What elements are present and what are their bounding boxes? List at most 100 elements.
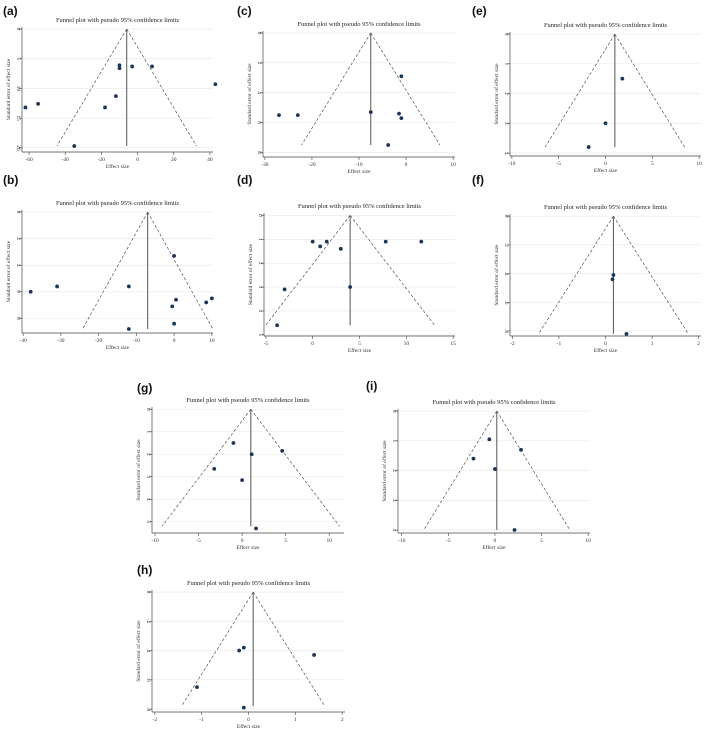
- y-tick-label: .8: [145, 707, 151, 711]
- panel-label: (g): [137, 381, 152, 395]
- lower-confidence-limit: [423, 410, 498, 531]
- x-tick-label: 0: [311, 341, 314, 347]
- study-point: [240, 478, 245, 483]
- x-tick-label: 10: [209, 338, 215, 344]
- y-tick-label: 0: [15, 28, 21, 31]
- y-tick-label: .8: [503, 329, 509, 333]
- study-point: [150, 64, 154, 69]
- study-point: [241, 645, 246, 650]
- x-tick-label: 0: [173, 338, 176, 344]
- study-point: [471, 456, 476, 461]
- chart-title: Funnel plot with pseudo 95% confidence l…: [187, 580, 311, 587]
- study-point: [36, 101, 40, 106]
- study-point: [23, 105, 28, 110]
- y-axis-label: Standard error of effect size: [246, 63, 253, 125]
- y-tick-label: 3: [145, 475, 151, 478]
- x-tick-label: 2: [697, 341, 700, 347]
- study-point: [419, 239, 424, 244]
- x-tick-label: 0: [136, 157, 139, 163]
- study-point: [195, 685, 199, 690]
- panel-e: (e) Funnel plot with pseudo 95% confidenc…: [472, 4, 702, 174]
- study-point: [603, 121, 608, 126]
- panel-g: (g) Funnel plot with pseudo 95% confidenc…: [135, 381, 344, 551]
- study-point: [620, 76, 625, 81]
- x-tick-label: -30: [57, 338, 65, 344]
- x-tick-label: -40: [19, 338, 27, 344]
- x-tick-label: -20: [308, 162, 316, 168]
- study-point: [282, 287, 287, 292]
- study-point: [624, 331, 629, 336]
- chart-title: Funnel plot with pseudo 95% confidence l…: [298, 203, 422, 210]
- study-point: [170, 304, 175, 309]
- study-point: [318, 244, 323, 249]
- y-tick-label: 6: [256, 121, 262, 124]
- x-tick-label: -20: [98, 157, 106, 163]
- y-axis-label: Standard error of effect size: [135, 620, 142, 682]
- y-tick-label: 0: [256, 32, 262, 35]
- x-axis-label: Effect size: [482, 544, 506, 551]
- x-tick-label: -5: [556, 161, 561, 167]
- panel-i: (i) Funnel plot with pseudo 95% confidenc…: [366, 379, 591, 551]
- study-point: [174, 297, 178, 302]
- study-point: [249, 452, 254, 457]
- y-tick-label: .2: [145, 619, 151, 623]
- study-point: [399, 116, 404, 121]
- panel-label: (d): [237, 173, 252, 187]
- study-point: [209, 296, 214, 301]
- panel-d: (d) Funnel plot with pseudo 95% confidenc…: [237, 173, 456, 354]
- x-tick-label: 15: [450, 341, 456, 347]
- study-point: [586, 145, 591, 149]
- y-axis-label: Standard error of effect size: [5, 58, 12, 120]
- y-tick-label: .4: [503, 272, 509, 276]
- panel-c: (c) Funnel plot with pseudo 95% confidenc…: [237, 4, 456, 175]
- y-tick-label: 6: [15, 290, 21, 293]
- x-tick-label: -5: [446, 538, 451, 544]
- x-tick-label: -10: [355, 162, 363, 168]
- study-point: [519, 447, 523, 452]
- y-tick-label: 0: [257, 214, 263, 217]
- study-point: [610, 277, 615, 282]
- x-tick-label: 0: [604, 341, 607, 347]
- study-point: [212, 466, 217, 471]
- study-point: [172, 253, 177, 258]
- study-point: [383, 239, 388, 244]
- x-axis-label: Effect size: [347, 168, 371, 175]
- study-point: [117, 66, 122, 71]
- study-point: [310, 239, 315, 244]
- y-tick-label: 10: [15, 86, 21, 92]
- x-tick-label: -2: [510, 341, 515, 347]
- study-point: [611, 273, 616, 277]
- y-tick-label: .4: [145, 648, 151, 652]
- y-tick-label: .6: [503, 300, 509, 304]
- chart-title: Funnel plot with pseudo 95% confidence l…: [432, 399, 556, 406]
- study-point: [280, 448, 285, 453]
- lower-confidence-limit: [538, 215, 614, 335]
- x-tick-label: -20: [95, 338, 103, 344]
- study-point: [126, 327, 131, 331]
- chart-title: Funnel plot with pseudo 95% confidence l…: [544, 204, 668, 211]
- y-tick-label: 5: [145, 520, 151, 523]
- x-tick-label: -10: [151, 538, 159, 544]
- x-tick-label: -10: [133, 338, 141, 344]
- y-tick-label: 5: [15, 57, 21, 60]
- panel-a: (a) Funnel plot with pseudo 95% confidenc…: [3, 4, 218, 170]
- study-point: [117, 63, 122, 68]
- x-tick-label: 1: [651, 341, 654, 347]
- study-point: [113, 94, 118, 99]
- x-tick-label: 40: [207, 157, 213, 163]
- y-tick-label: 0: [145, 408, 151, 411]
- x-axis-label: Effect size: [594, 347, 618, 354]
- x-axis-label: Effect size: [106, 344, 130, 351]
- x-axis-label: Effect size: [348, 347, 372, 354]
- x-tick-label: 10: [326, 538, 332, 544]
- y-tick-label: 0: [391, 410, 397, 413]
- study-point: [368, 110, 373, 115]
- x-tick-label: -2: [153, 717, 158, 723]
- x-tick-label: 10: [450, 162, 456, 168]
- x-tick-label: 5: [358, 341, 361, 347]
- x-axis-label: Effect size: [106, 163, 130, 170]
- lower-confidence-limit: [181, 591, 254, 707]
- y-tick-label: 2: [15, 237, 21, 240]
